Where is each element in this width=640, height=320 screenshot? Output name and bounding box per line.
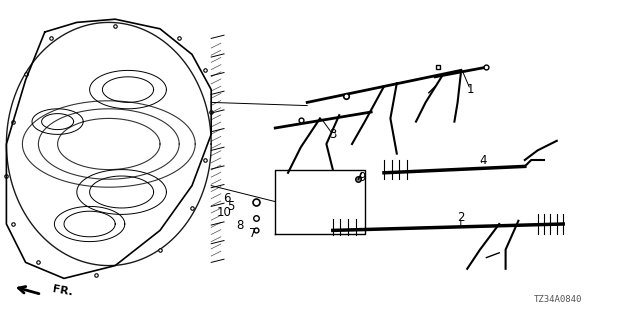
Text: 3: 3 [329,128,337,141]
Text: 1: 1 [467,83,474,96]
Text: 6: 6 [223,192,231,205]
Text: 8: 8 [236,219,244,232]
Text: 7: 7 [249,227,257,240]
Text: 4: 4 [479,154,487,166]
Text: 10: 10 [216,206,232,219]
Text: TZ34A0840: TZ34A0840 [534,295,582,304]
Text: 2: 2 [457,211,465,224]
Text: FR.: FR. [51,284,73,298]
Text: 9: 9 [358,171,365,184]
Text: 5: 5 [227,200,234,213]
